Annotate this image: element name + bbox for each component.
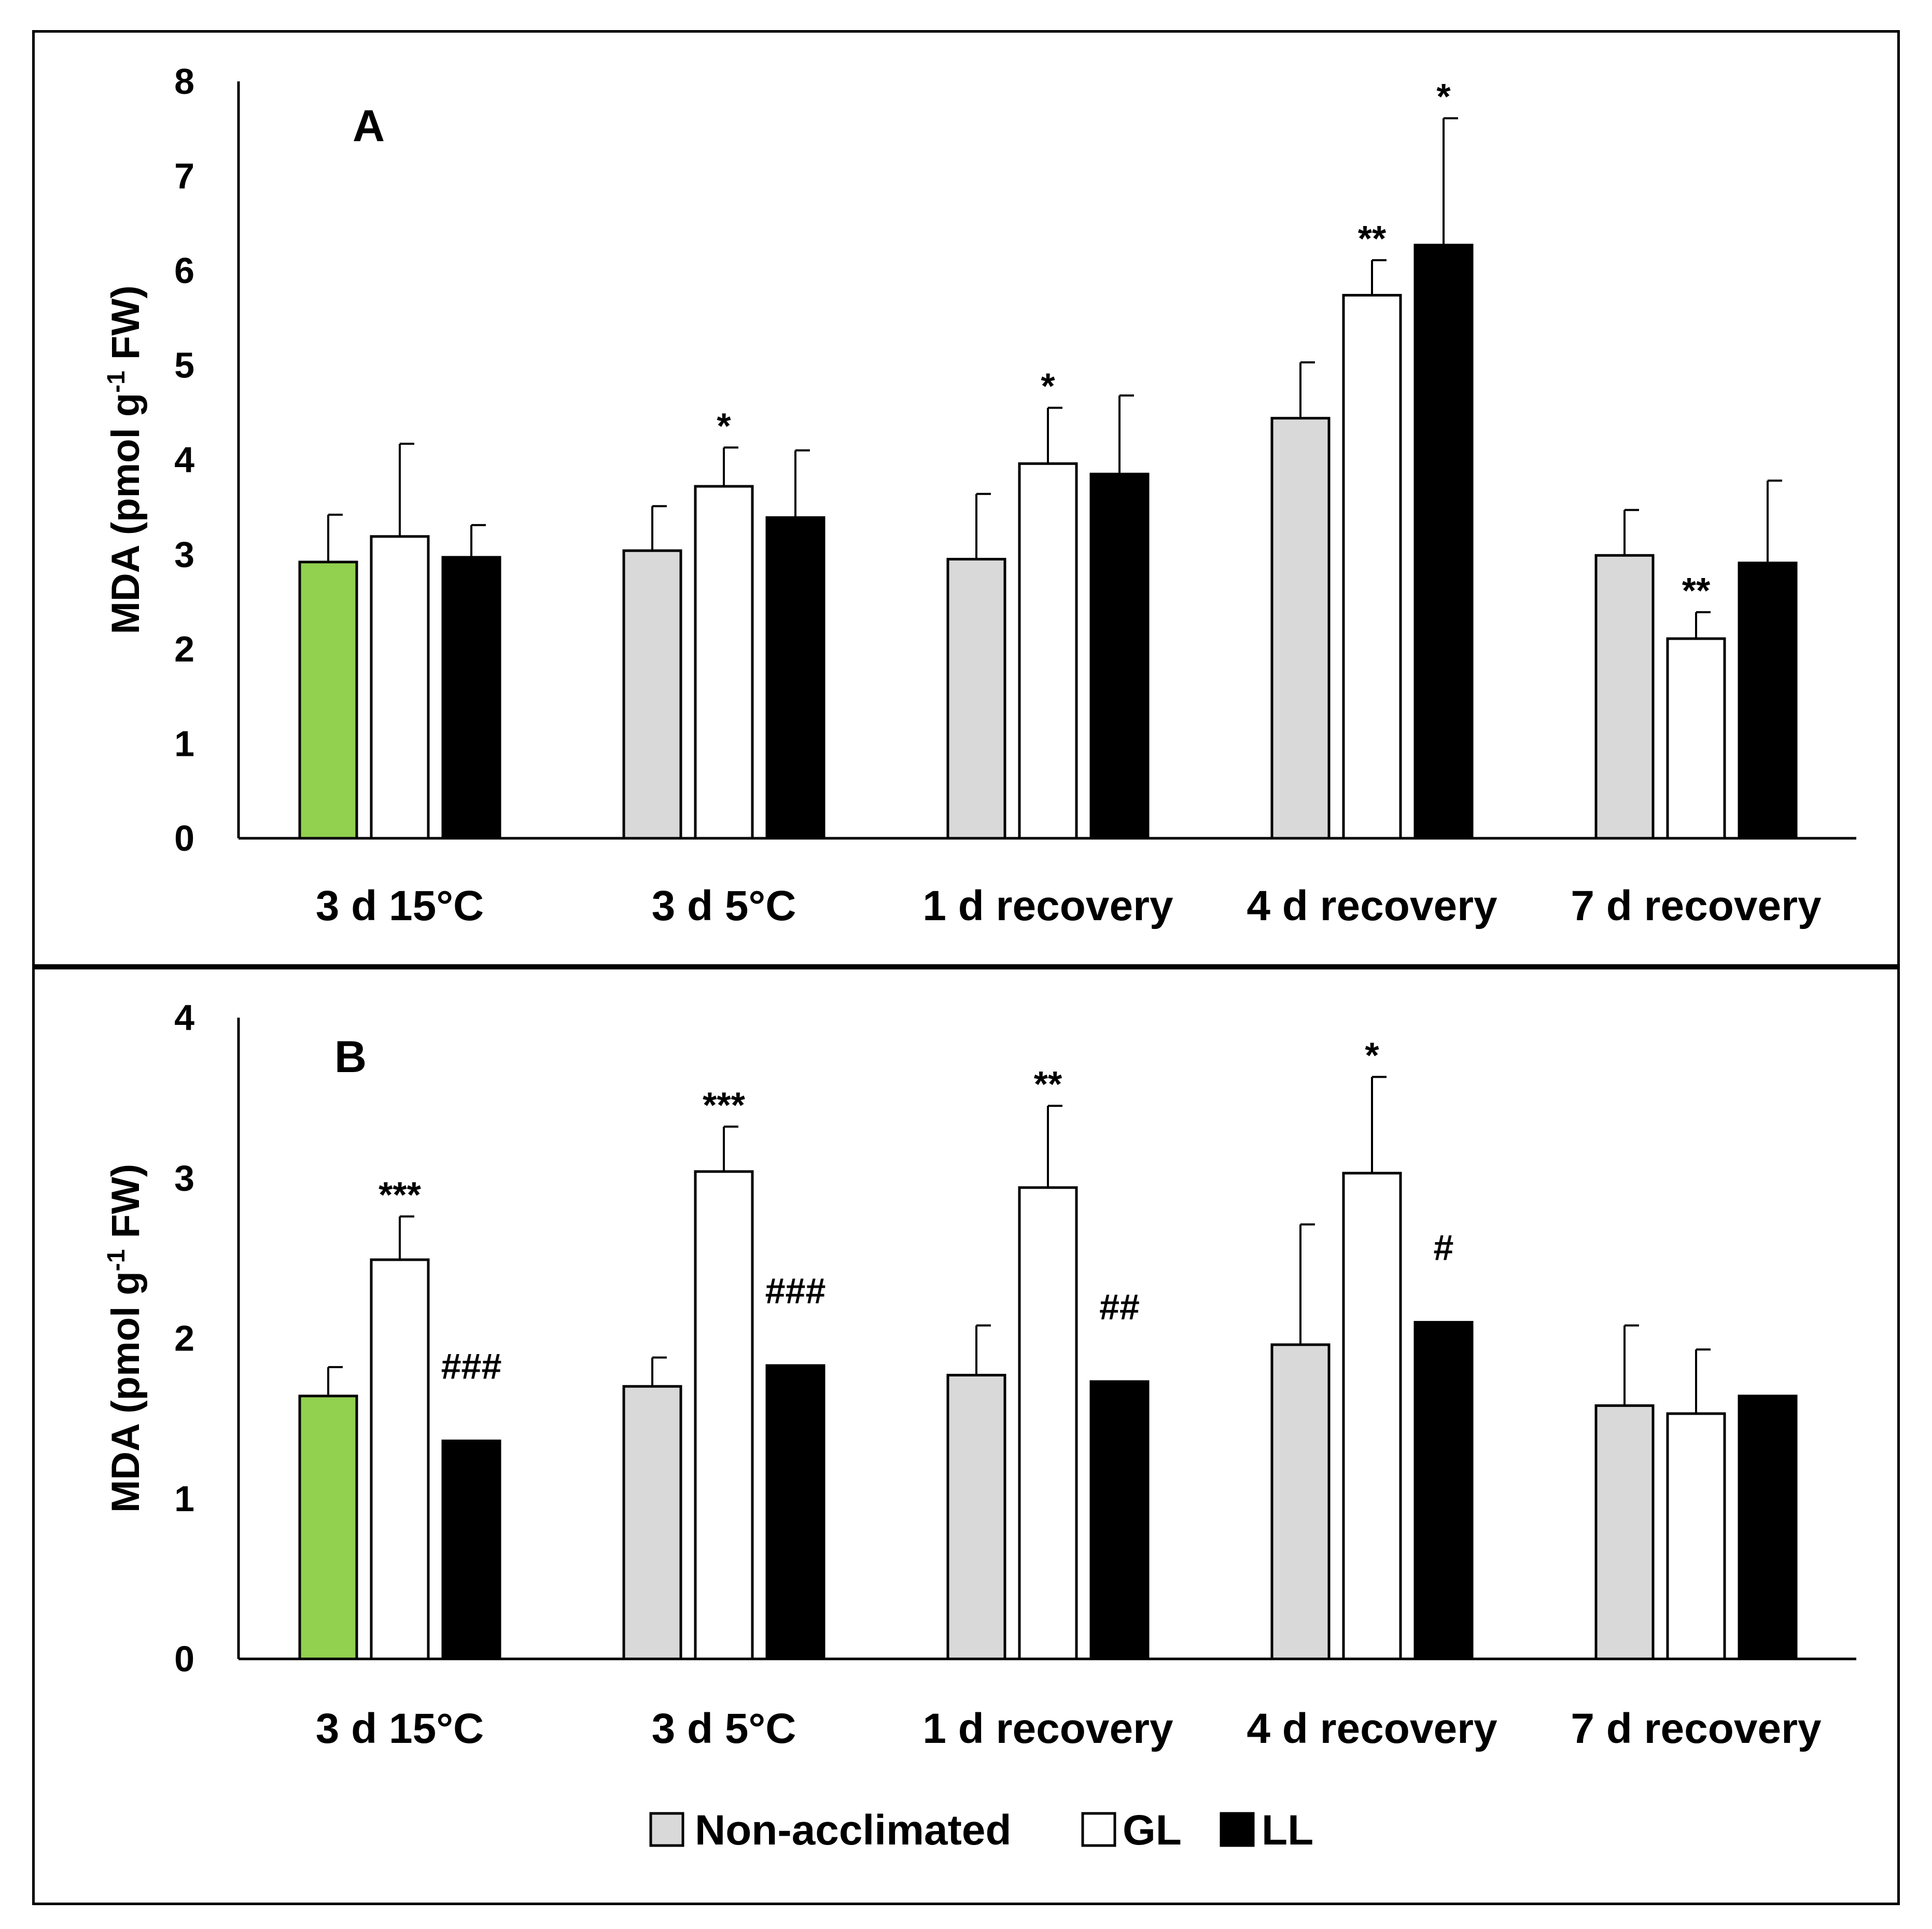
significance-star-label: * <box>1436 76 1451 117</box>
legend-label: GL <box>1123 1807 1182 1854</box>
category-label: 1 d recovery <box>922 882 1173 930</box>
category-label: 3 d 15°C <box>316 882 484 930</box>
legend-swatch <box>1081 1812 1116 1847</box>
y-axis-label: MDA (pmol g-1 FW) <box>103 1164 148 1513</box>
category-label: 3 d 5°C <box>652 882 796 930</box>
bar-gl <box>370 1258 430 1660</box>
bar-ll <box>765 1364 825 1660</box>
bar-non-acclimated <box>1594 1404 1655 1660</box>
category-label: 1 d recovery <box>922 1705 1173 1752</box>
bar-non-acclimated <box>1270 417 1331 840</box>
bar-non-acclimated <box>298 1395 358 1660</box>
bar-non-acclimated <box>622 1385 682 1660</box>
significance-star-label: * <box>1041 366 1055 406</box>
significance-star-label: * <box>717 405 731 446</box>
y-tick-label: 3 <box>174 534 194 575</box>
bar-ll <box>441 556 501 840</box>
significance-hash-label: ### <box>441 1346 502 1386</box>
significance-hash-label: ## <box>1099 1287 1140 1327</box>
bar-gl <box>694 1170 754 1660</box>
y-tick-label: 0 <box>174 1639 194 1679</box>
bar-ll <box>1089 1380 1150 1660</box>
legend-swatch <box>1220 1812 1255 1847</box>
legend-label: LL <box>1262 1807 1313 1854</box>
significance-hash-label: # <box>1434 1228 1454 1268</box>
legend-swatch <box>649 1812 684 1847</box>
bar-ll <box>1738 561 1798 840</box>
y-tick-label: 0 <box>174 818 194 858</box>
bar-ll <box>765 516 825 840</box>
y-tick-label: 6 <box>174 250 194 291</box>
bar-ll <box>1738 1395 1798 1660</box>
y-tick-label: 3 <box>174 1158 194 1198</box>
bar-gl <box>1666 1412 1726 1660</box>
bar-ll <box>1089 472 1150 840</box>
significance-star-label: *** <box>379 1174 421 1215</box>
panel-a-chart: 0 1 2 3 4 5 6 7 8 MDA (pmol g-1 FW) A 3 d 15°C 3 d 5… <box>103 61 1856 930</box>
y-tick-label: 1 <box>174 724 194 764</box>
bar-gl <box>694 485 754 840</box>
bar-non-acclimated <box>622 549 682 840</box>
category-label: 4 d recovery <box>1247 1705 1497 1752</box>
y-tick-label: 7 <box>174 156 194 196</box>
bar-gl <box>1342 1172 1402 1660</box>
bar-non-acclimated <box>298 560 358 840</box>
bar-ll <box>1413 244 1474 840</box>
bar-gl <box>1018 1186 1078 1660</box>
panel-letter: A <box>353 101 385 151</box>
y-tick-label: 4 <box>174 997 194 1038</box>
category-label: 7 d recovery <box>1571 882 1822 930</box>
y-tick-label: 4 <box>174 440 194 480</box>
bar-non-acclimated <box>1594 554 1655 840</box>
y-tick-label: 2 <box>174 1318 194 1359</box>
significance-star-label: ** <box>1034 1064 1062 1104</box>
panel-letter: B <box>334 1032 367 1082</box>
category-label: 3 d 15°C <box>316 1705 484 1752</box>
bar-gl <box>1666 637 1726 840</box>
bar-gl <box>1342 293 1402 840</box>
panel-b-chart: 0 1 2 3 4 MDA (pmol g-1 FW) B 3 d 15°C 3 d 5°C 1 … <box>103 997 1856 1752</box>
y-tick-label: 8 <box>174 61 194 102</box>
bar-ll <box>441 1439 501 1660</box>
bar-gl <box>1018 462 1078 840</box>
legend: Non-acclimated GL LL <box>649 1807 1313 1854</box>
category-label: 7 d recovery <box>1571 1705 1822 1752</box>
legend-label: Non-acclimated <box>695 1807 1012 1854</box>
significance-star-label: ** <box>1358 218 1387 259</box>
bar-gl <box>370 535 430 840</box>
y-tick-label: 1 <box>174 1479 194 1519</box>
bar-non-acclimated <box>946 1374 1006 1660</box>
significance-star-label: * <box>1365 1035 1379 1075</box>
significance-hash-label: ### <box>765 1271 826 1311</box>
bar-ll <box>1413 1321 1474 1660</box>
y-axis-label: MDA (pmol g-1 FW) <box>103 285 148 634</box>
category-label: 4 d recovery <box>1247 882 1497 930</box>
category-label: 3 d 5°C <box>652 1705 796 1752</box>
bar-non-acclimated <box>946 558 1006 840</box>
bar-non-acclimated <box>1270 1343 1331 1660</box>
significance-star-label: *** <box>703 1085 745 1125</box>
significance-star-label: ** <box>1682 570 1711 611</box>
y-tick-label: 2 <box>174 629 194 669</box>
y-tick-label: 5 <box>174 345 194 386</box>
